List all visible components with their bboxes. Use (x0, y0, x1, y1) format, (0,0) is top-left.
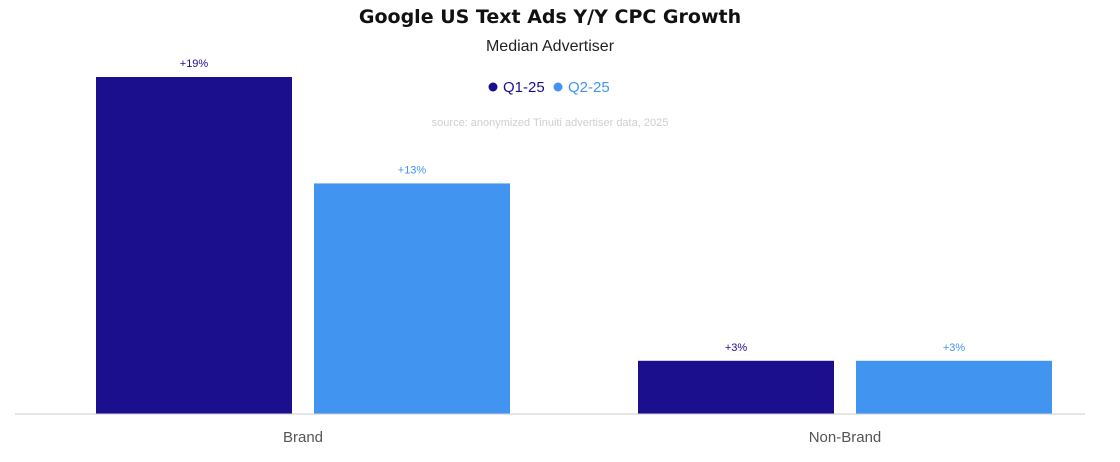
bar-brand-q2 (314, 183, 510, 414)
source-note: source: anonymized Tinuiti advertiser da… (432, 117, 669, 129)
data-label-brand-q1: +19% (180, 58, 209, 70)
legend: Q1-25 Q2-25 (488, 79, 610, 96)
x-tick-brand: Brand (283, 429, 323, 446)
data-label-brand-q2: +13% (398, 164, 427, 176)
data-label-non-brand-q1: +3% (725, 342, 748, 354)
bar-non-brand-q2 (856, 360, 1052, 414)
data-label-non-brand-q2: +3% (943, 342, 966, 354)
legend-label-q2: Q2-25 (568, 79, 610, 96)
legend-marker-q2 (553, 82, 563, 92)
legend-label-q1: Q1-25 (503, 79, 545, 96)
legend-marker-q1 (488, 82, 498, 92)
chart-title: Google US Text Ads Y/Y CPC Growth (359, 6, 741, 28)
chart-subtitle: Median Advertiser (486, 38, 615, 55)
bar-brand-q1 (96, 77, 292, 414)
bar-non-brand-q1 (638, 360, 834, 414)
x-tick-non-brand: Non-Brand (809, 429, 882, 446)
bars-group: +19% +13% +3% +3% (96, 58, 1052, 414)
